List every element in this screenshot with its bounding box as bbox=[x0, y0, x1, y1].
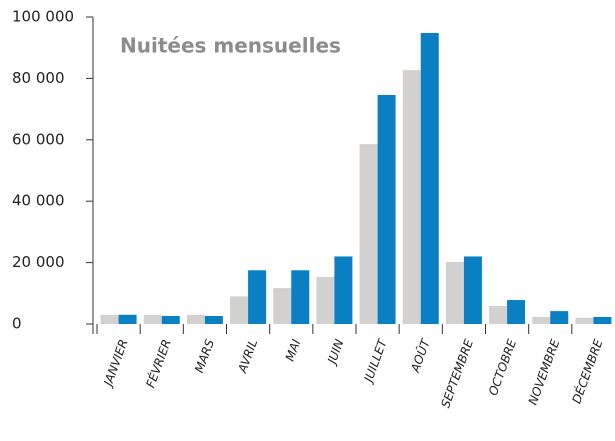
bar bbox=[118, 314, 137, 324]
bar bbox=[445, 261, 464, 324]
chart-title: Nuitées mensuelles bbox=[120, 34, 341, 58]
x-tick-label: JUIN bbox=[324, 337, 346, 367]
x-tick-label: NOVEMBRE bbox=[526, 337, 563, 407]
bar bbox=[143, 314, 162, 324]
y-tick-label: 20 000 bbox=[12, 253, 65, 271]
x-tick-label: MAI bbox=[283, 337, 304, 363]
bar bbox=[377, 94, 396, 324]
x-tick-label: AVRIL bbox=[235, 337, 260, 375]
bar bbox=[593, 316, 612, 324]
bar bbox=[161, 316, 180, 324]
y-tick-label: 40 000 bbox=[12, 192, 65, 210]
bar bbox=[273, 288, 292, 324]
bar bbox=[316, 277, 335, 324]
bar bbox=[248, 270, 267, 324]
y-tick-label: 100 000 bbox=[12, 8, 74, 26]
bar bbox=[100, 314, 119, 324]
bar bbox=[507, 300, 526, 324]
x-tick-label: MARS bbox=[192, 337, 217, 375]
x-tick-label: JANVIER bbox=[100, 337, 130, 389]
bar bbox=[402, 70, 421, 325]
x-tick-label: AOÛT bbox=[407, 336, 434, 375]
bar bbox=[230, 296, 249, 324]
bar bbox=[420, 32, 439, 325]
bar bbox=[291, 270, 310, 324]
bar bbox=[489, 305, 508, 324]
y-tick-label: 60 000 bbox=[12, 130, 65, 148]
bar bbox=[532, 316, 551, 324]
bar bbox=[575, 317, 594, 324]
x-tick-label: OCTOBRE bbox=[486, 337, 519, 397]
bar bbox=[204, 316, 223, 324]
bar bbox=[550, 311, 569, 324]
bar bbox=[359, 144, 378, 324]
bar bbox=[463, 256, 482, 324]
x-tick-label: JUILLET bbox=[361, 336, 391, 386]
x-tick-label: SEPTEMBRE bbox=[438, 337, 476, 410]
x-tick-label: DÉCEMBRE bbox=[568, 337, 605, 406]
y-tick-label: 80 000 bbox=[12, 69, 65, 87]
bar bbox=[186, 314, 205, 324]
bar bbox=[334, 256, 353, 324]
x-tick-label: FÉVRIER bbox=[142, 337, 173, 390]
y-tick-label: 0 bbox=[12, 315, 22, 333]
